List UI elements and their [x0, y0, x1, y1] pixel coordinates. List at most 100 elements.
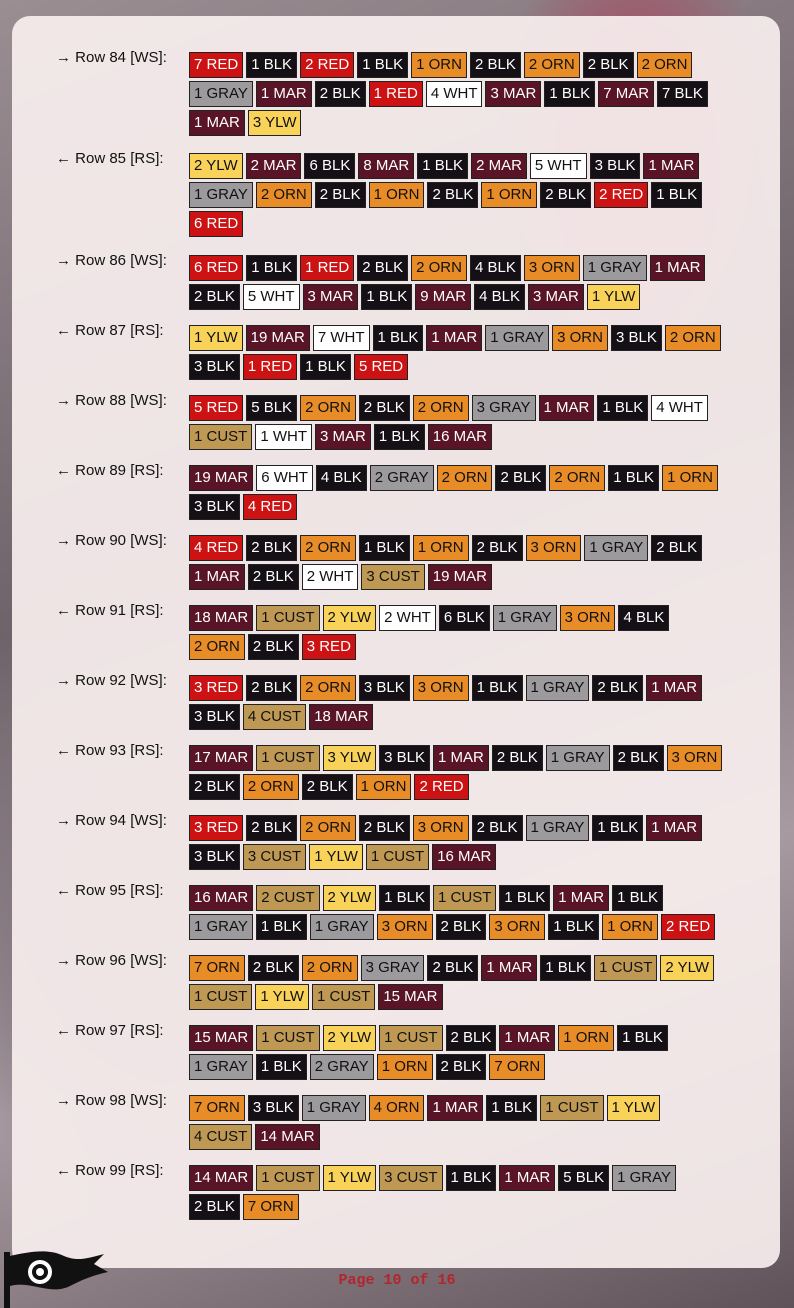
stitch-block-blk: 2 BLK [540, 182, 592, 208]
stitch-block-orn: 3 ORN [523, 255, 580, 281]
row-label: → Row 84 [WS]: [56, 49, 167, 66]
stitch-block-cust: 3 CUST [242, 844, 307, 870]
stitch-block-orn: 3 ORN [552, 325, 608, 351]
stitch-block-cust: 1 CUST [256, 1025, 320, 1051]
stitch-block-orn: 1 ORN [558, 1025, 615, 1051]
row-label: ← Row 85 [RS]: [56, 150, 164, 167]
stitch-block-mar: 2 MAR [245, 153, 302, 179]
stitch-block-blk: 1 BLK [357, 52, 409, 78]
stitch-block-wht: 4 WHT [651, 395, 708, 421]
stitch-block-gray: 1 GRAY [612, 1165, 677, 1191]
stitch-block-mar: 19 MAR [189, 465, 254, 491]
stitch-block-red: 2 RED [414, 774, 469, 800]
stitch-block-blk: 1 BLK [361, 284, 413, 310]
stitch-block-wht: 4 WHT [425, 81, 483, 107]
stitch-block-blk: 2 BLK [491, 745, 543, 771]
stitch-block-blk: 3 BLK [247, 1095, 299, 1121]
stitch-block-gray: 1 GRAY [525, 675, 590, 701]
stitch-block-mar: 1 MAR [646, 675, 703, 701]
page-number: Page 10 of 16 [338, 1272, 456, 1289]
stitch-block-red: 5 RED [189, 395, 244, 421]
stitch-block-blk: 2 BLK [427, 955, 479, 981]
stitch-block-orn: 2 ORN [189, 634, 245, 660]
stitch-block-red: 1 RED [300, 255, 355, 281]
stitch-block-orn: 2 ORN [300, 535, 356, 561]
stitch-block-blk: 4 BLK [474, 284, 525, 310]
stitch-block-gray: 3 GRAY [471, 395, 536, 421]
stitch-block-mar: 1 MAR [255, 81, 312, 107]
stitch-list: 5 RED 5 BLK 2 ORN 2 BLK 2 ORN 3 GRAY 1 MAR 1 BL… [189, 395, 729, 450]
stitch-block-blk: 4 BLK [315, 465, 367, 491]
stitch-list: 14 MAR 1 CUST 1 YLW 3 CUST 1 BLK 1 MAR 5 BLK 1 … [189, 1165, 729, 1220]
stitch-block-orn: 2 ORN [300, 395, 356, 421]
stitch-block-orn: 7 ORN [242, 1194, 299, 1220]
stitch-block-blk: 2 BLK [247, 564, 299, 590]
stitch-block-gray: 1 GRAY [525, 815, 590, 841]
stitch-block-red: 6 RED [189, 211, 244, 237]
stitch-block-mar: 1 MAR [189, 110, 245, 136]
stitch-block-mar: 1 MAR [499, 1025, 556, 1051]
stitch-block-red: 4 RED [189, 535, 244, 561]
stitch-block-blk: 1 BLK [540, 955, 592, 981]
stitch-block-blk: 1 BLK [597, 395, 649, 421]
stitch-block-blk: 4 BLK [618, 605, 670, 631]
stitch-block-orn: 3 ORN [412, 815, 469, 841]
stitch-list: 16 MAR 2 CUST 2 YLW 1 BLK 1 CUST 1 BLK 1 MAR 1 … [189, 885, 729, 940]
stitch-block-gray: 1 GRAY [189, 1054, 253, 1080]
stitch-block-mar: 3 MAR [302, 284, 359, 310]
stitch-block-mar: 9 MAR [415, 284, 472, 310]
stitch-block-orn: 2 ORN [242, 774, 299, 800]
stitch-block-orn: 3 ORN [559, 605, 616, 631]
stitch-block-gray: 3 GRAY [360, 955, 425, 981]
stitch-block-blk: 6 BLK [438, 605, 490, 631]
stitch-block-wht: 2 WHT [301, 564, 359, 590]
row-label: → Row 94 [WS]: [56, 812, 167, 829]
stitch-block-mar: 18 MAR [309, 704, 374, 730]
stitch-block-mar: 1 MAR [553, 885, 610, 911]
stitch-block-gray: 1 GRAY [189, 914, 253, 940]
stitch-block-blk: 2 BLK [189, 284, 240, 310]
stitch-block-gray: 1 GRAY [485, 325, 550, 351]
stitch-block-mar: 17 MAR [189, 745, 254, 771]
stitch-block-orn: 2 ORN [300, 815, 356, 841]
stitch-block-orn: 4 ORN [368, 1095, 425, 1121]
stitch-block-mar: 1 MAR [499, 1165, 556, 1191]
stitch-block-blk: 2 BLK [358, 395, 410, 421]
row-label: ← Row 89 [RS]: [56, 462, 164, 479]
stitch-block-gray: 1 GRAY [189, 182, 253, 208]
stitch-block-blk: 1 BLK [471, 675, 523, 701]
stitch-block-orn: 1 ORN [602, 914, 658, 940]
stitch-block-blk: 6 BLK [304, 153, 356, 179]
stitch-block-blk: 4 BLK [469, 255, 521, 281]
stitch-block-mar: 1 MAR [426, 325, 483, 351]
stitch-block-blk: 1 BLK [255, 914, 307, 940]
stitch-block-mar: 19 MAR [427, 564, 492, 590]
stitch-block-blk: 1 BLK [246, 255, 298, 281]
stitch-list: 19 MAR 6 WHT 4 BLK 2 GRAY 2 ORN 2 BLK 2 ORN 1 B… [189, 465, 729, 520]
stitch-block-blk: 2 BLK [495, 465, 547, 491]
stitch-block-blk: 3 BLK [189, 354, 240, 380]
stitch-block-wht: 5 WHT [242, 284, 300, 310]
stitch-list: 6 RED 1 BLK 1 RED 2 BLK 2 ORN 4 BLK 3 ORN 1 GRA… [189, 255, 729, 310]
stitch-block-blk: 1 BLK [417, 153, 469, 179]
stitch-list: 15 MAR 1 CUST 2 YLW 1 CUST 2 BLK 1 MAR 1 ORN 1 … [189, 1025, 729, 1080]
stitch-block-gray: 1 GRAY [545, 745, 610, 771]
stitch-block-mar: 2 MAR [471, 153, 527, 179]
stitch-list: 3 RED 2 BLK 2 ORN 3 BLK 3 ORN 1 BLK 1 GRAY 2 BL… [189, 675, 729, 730]
stitch-block-cust: 1 CUST [433, 885, 497, 911]
stitch-block-mar: 14 MAR [255, 1124, 320, 1150]
stitch-block-blk: 2 BLK [471, 815, 523, 841]
stitch-block-gray: 1 GRAY [492, 605, 557, 631]
stitch-block-orn: 1 ORN [355, 774, 412, 800]
stitch-block-ylw: 3 YLW [247, 110, 302, 136]
row-label: → Row 92 [WS]: [56, 672, 167, 689]
row-label: → Row 98 [WS]: [56, 1092, 167, 1109]
stitch-block-cust: 3 CUST [379, 1165, 443, 1191]
stitch-block-mar: 1 MAR [538, 395, 595, 421]
stitch-block-blk: 2 BLK [358, 815, 410, 841]
stitch-block-cust: 2 CUST [256, 885, 320, 911]
stitch-block-red: 7 RED [189, 52, 244, 78]
stitch-list: 17 MAR 1 CUST 3 YLW 3 BLK 1 MAR 2 BLK 1 GRAY 2 … [189, 745, 729, 800]
stitch-block-blk: 1 BLK [445, 1165, 497, 1191]
stitch-block-blk: 1 BLK [608, 465, 660, 491]
